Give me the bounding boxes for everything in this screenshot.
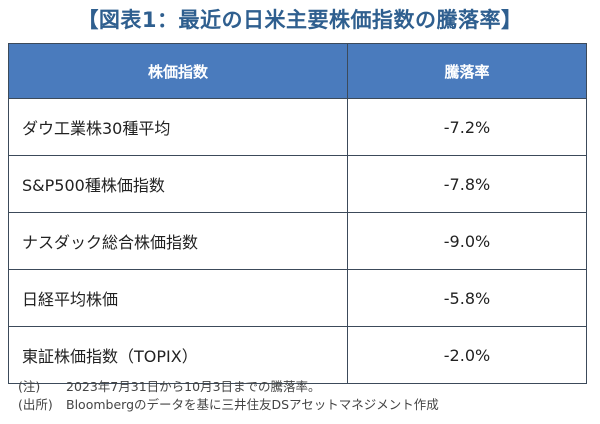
footnote-label: (注) [18,379,41,394]
footnote-source: (出所) Bloombergのデータを基に三井住友DSアセットマネジメント作成 [18,396,439,414]
index-name-cell: 東証株価指数（TOPIX） [8,326,348,384]
index-name-cell: 日経平均株価 [8,269,348,327]
index-name-cell: ダウ工業株30種平均 [8,98,348,156]
table-row: 日経平均株価 -5.8% [8,269,587,327]
footnote-text: 2023年7月31日から10月3日までの騰落率。 [66,379,321,394]
change-rate-cell: -5.8% [347,269,587,327]
table-row: S&P500種株価指数 -7.8% [8,155,587,213]
index-name-cell: ナスダック総合株価指数 [8,212,348,270]
footnote-label: (出所) [18,397,53,412]
index-change-table: 株価指数 騰落率 ダウ工業株30種平均 -7.2% S&P500種株価指数 -7… [8,43,587,384]
table-row: 東証株価指数（TOPIX） -2.0% [8,326,587,384]
change-rate-cell: -2.0% [347,326,587,384]
chart-title: 【図表1：最近の日米主要株価指数の騰落率】 [77,8,523,32]
footnotes: (注) 2023年7月31日から10月3日までの騰落率。 (出所) Bloomb… [18,378,439,414]
change-rate-cell: -7.8% [347,155,587,213]
index-name-cell: S&P500種株価指数 [8,155,348,213]
change-rate-cell: -9.0% [347,212,587,270]
table-row: ナスダック総合株価指数 -9.0% [8,212,587,270]
footnote-text: Bloombergのデータを基に三井住友DSアセットマネジメント作成 [66,397,439,412]
header-index-name: 株価指数 [8,43,348,99]
footnote-note: (注) 2023年7月31日から10月3日までの騰落率。 [18,378,439,396]
header-change-rate: 騰落率 [347,43,587,99]
table-header-row: 株価指数 騰落率 [8,43,587,99]
table-row: ダウ工業株30種平均 -7.2% [8,98,587,156]
change-rate-cell: -7.2% [347,98,587,156]
